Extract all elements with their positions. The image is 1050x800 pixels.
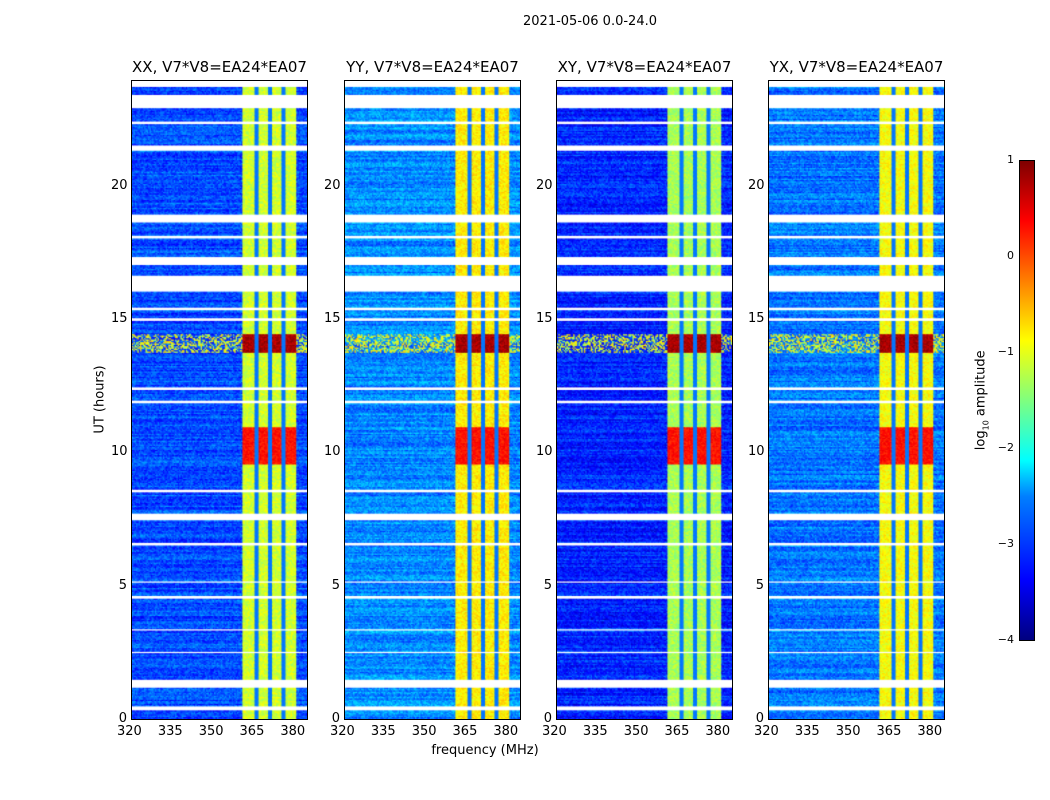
y-tick-label: 20 (748, 177, 765, 193)
figure-title: 2021-05-06 0.0-24.0 (523, 14, 657, 29)
y-tick-label: 10 (111, 444, 128, 460)
colorbar (1019, 160, 1035, 641)
heatmap-cells (769, 81, 944, 719)
colorbar-tick-label: −2 (997, 441, 1014, 454)
heatmap-cells (557, 81, 732, 719)
heatmap-panel (131, 80, 308, 720)
colorbar-tick-label: 1 (1007, 153, 1014, 166)
heatmap-panel (556, 80, 733, 720)
x-tick-label: 350 (198, 724, 224, 739)
x-tick-label: 380 (705, 724, 731, 739)
x-tick-label: 335 (794, 724, 820, 739)
x-tick-label: 320 (330, 724, 355, 739)
y-tick-label: 0 (331, 711, 340, 726)
x-tick-label: 350 (623, 724, 649, 739)
y-tick-label: 15 (324, 311, 341, 326)
x-tick-label: 320 (542, 724, 567, 739)
y-tick-label: 0 (543, 711, 552, 726)
x-tick-label: 365 (876, 724, 902, 739)
x-tick-label: 320 (754, 724, 779, 739)
colorbar-tick-label: −3 (997, 537, 1014, 550)
panel-title: XY, V7*V8=EA24*EA07 (557, 58, 732, 76)
y-tick-label: 0 (118, 711, 127, 726)
colorbar-tick-label: −4 (997, 633, 1014, 646)
colorbar-tick-label: −1 (997, 345, 1014, 358)
colorbar-label: log10 amplitude (973, 350, 991, 451)
heatmap-panel (344, 80, 521, 720)
x-tick-label: 350 (835, 724, 861, 739)
x-tick-label: 380 (493, 724, 519, 739)
x-tick-label: 365 (664, 724, 690, 739)
x-tick-label: 335 (370, 724, 396, 739)
y-tick-label: 15 (748, 311, 765, 326)
y-tick-label: 10 (748, 444, 765, 460)
x-tick-label: 380 (917, 724, 943, 739)
x-tick-label: 335 (582, 724, 608, 739)
x-tick-label: 335 (157, 724, 183, 739)
x-tick-label: 365 (239, 724, 265, 739)
heatmap-cells (345, 81, 520, 719)
x-tick-label: 380 (280, 724, 306, 739)
x-tick-label: 320 (117, 724, 142, 739)
heatmap-panel (768, 80, 945, 720)
panel-title: XX, V7*V8=EA24*EA07 (132, 58, 307, 76)
y-tick-label: 20 (324, 177, 341, 193)
y-tick-label: 5 (543, 577, 552, 593)
y-tick-label: 5 (755, 577, 764, 593)
y-tick-label: 5 (118, 577, 127, 593)
x-tick-label: 365 (452, 724, 478, 739)
panel-title: YX, V7*V8=EA24*EA07 (769, 58, 944, 76)
x-axis-label: frequency (MHz) (431, 743, 539, 758)
y-tick-label: 20 (111, 177, 128, 193)
y-tick-label: 5 (331, 577, 340, 593)
y-tick-label: 20 (536, 177, 553, 193)
y-tick-label: 10 (536, 444, 553, 460)
y-axis-label: UT (hours) (92, 365, 108, 434)
y-tick-label: 15 (536, 311, 553, 326)
y-tick-label: 10 (324, 444, 341, 460)
panel-title: YY, V7*V8=EA24*EA07 (346, 58, 519, 76)
y-tick-label: 15 (111, 311, 128, 326)
y-tick-label: 0 (755, 711, 764, 726)
heatmap-cells (132, 81, 307, 719)
colorbar-tick-label: 0 (1007, 249, 1014, 262)
x-tick-label: 350 (411, 724, 437, 739)
